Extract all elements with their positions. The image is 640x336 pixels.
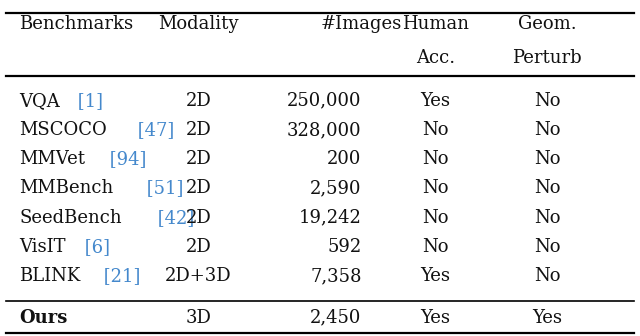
Text: MSCOCO: MSCOCO	[19, 121, 107, 139]
Text: No: No	[534, 238, 561, 256]
Text: 2D: 2D	[186, 238, 211, 256]
Text: Acc.: Acc.	[415, 49, 455, 67]
Text: 19,242: 19,242	[299, 209, 362, 227]
Text: [1]: [1]	[72, 92, 103, 110]
Text: [47]: [47]	[132, 121, 175, 139]
Text: Yes: Yes	[420, 308, 450, 327]
Text: 200: 200	[327, 150, 362, 168]
Text: No: No	[422, 179, 449, 198]
Text: Ours: Ours	[19, 308, 68, 327]
Text: 2D: 2D	[186, 92, 211, 110]
Text: Human: Human	[402, 15, 468, 33]
Text: [42]: [42]	[152, 209, 194, 227]
Text: Yes: Yes	[532, 308, 562, 327]
Text: 2,450: 2,450	[310, 308, 362, 327]
Text: [51]: [51]	[141, 179, 183, 198]
Text: 328,000: 328,000	[287, 121, 362, 139]
Text: No: No	[534, 179, 561, 198]
Text: 2D+3D: 2D+3D	[165, 267, 232, 285]
Text: No: No	[422, 150, 449, 168]
Text: Geom.: Geom.	[518, 15, 577, 33]
Text: No: No	[422, 209, 449, 227]
Text: VisIT: VisIT	[19, 238, 66, 256]
Text: 250,000: 250,000	[287, 92, 362, 110]
Text: 2D: 2D	[186, 121, 211, 139]
Text: Yes: Yes	[420, 267, 450, 285]
Text: 2D: 2D	[186, 179, 211, 198]
Text: VQA: VQA	[19, 92, 60, 110]
Text: SeedBench: SeedBench	[19, 209, 122, 227]
Text: Modality: Modality	[158, 15, 239, 33]
Text: Benchmarks: Benchmarks	[19, 15, 133, 33]
Text: [21]: [21]	[98, 267, 141, 285]
Text: MMBench: MMBench	[19, 179, 113, 198]
Text: No: No	[534, 209, 561, 227]
Text: BLINK: BLINK	[19, 267, 81, 285]
Text: No: No	[534, 121, 561, 139]
Text: No: No	[534, 267, 561, 285]
Text: MMVet: MMVet	[19, 150, 85, 168]
Text: #Images: #Images	[321, 15, 402, 33]
Text: 2D: 2D	[186, 209, 211, 227]
Text: Yes: Yes	[420, 92, 450, 110]
Text: No: No	[534, 150, 561, 168]
Text: Perturb: Perturb	[513, 49, 582, 67]
Text: No: No	[422, 238, 449, 256]
Text: 3D: 3D	[186, 308, 211, 327]
Text: [6]: [6]	[79, 238, 110, 256]
Text: 2D: 2D	[186, 150, 211, 168]
Text: 7,358: 7,358	[310, 267, 362, 285]
Text: No: No	[534, 92, 561, 110]
Text: No: No	[422, 121, 449, 139]
Text: 2,590: 2,590	[310, 179, 362, 198]
Text: [94]: [94]	[104, 150, 147, 168]
Text: 592: 592	[327, 238, 362, 256]
